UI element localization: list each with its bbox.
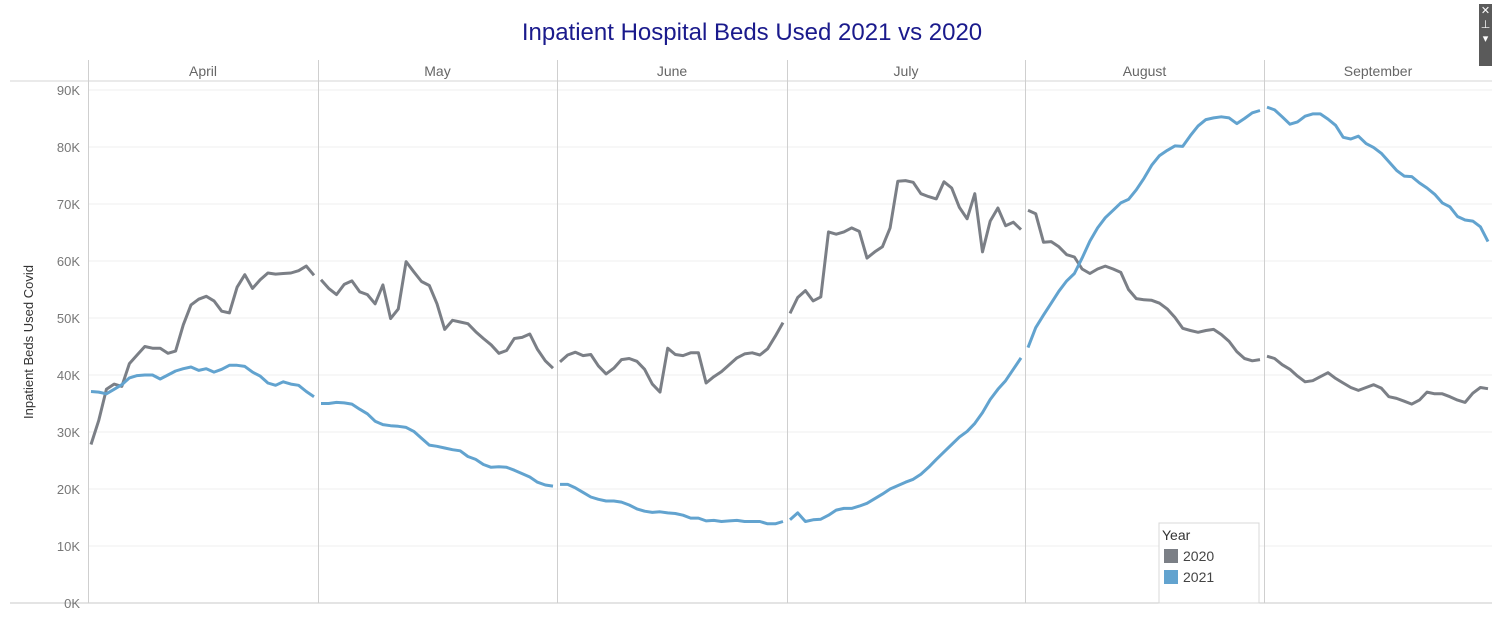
pin-icon[interactable]: ⊥ bbox=[1480, 18, 1491, 31]
y-tick-label: 40K bbox=[57, 368, 80, 383]
legend-swatch-2020 bbox=[1164, 549, 1178, 563]
month-label: August bbox=[1123, 63, 1167, 79]
y-tick-label: 10K bbox=[57, 539, 80, 554]
series-line-2020 bbox=[1027, 208, 1261, 363]
series-line-2021 bbox=[560, 482, 784, 526]
month-label: June bbox=[657, 63, 688, 79]
y-tick-label: 20K bbox=[57, 482, 80, 497]
month-label: May bbox=[424, 63, 450, 79]
series-line-2021 bbox=[1026, 109, 1261, 349]
month-label: April bbox=[189, 63, 217, 79]
y-tick-label: 0K bbox=[64, 596, 80, 611]
series-line-2020 bbox=[319, 260, 555, 370]
close-icon[interactable]: ✕ bbox=[1480, 4, 1491, 17]
series-line-2021 bbox=[788, 357, 1023, 523]
month-label: July bbox=[894, 63, 919, 79]
month-label: September bbox=[1344, 63, 1413, 79]
toolbar-toggle-widget[interactable]: ✕ ⊥ ▾ bbox=[1479, 4, 1492, 66]
series-line-2020 bbox=[788, 179, 1023, 315]
y-tick-label: 90K bbox=[57, 83, 80, 98]
y-tick-label: 30K bbox=[57, 425, 80, 440]
y-tick-label: 80K bbox=[57, 140, 80, 155]
legend-title: Year bbox=[1162, 527, 1191, 543]
y-tick-label: 50K bbox=[57, 311, 80, 326]
series-line-2021 bbox=[321, 400, 554, 488]
series-lines bbox=[89, 105, 1490, 526]
y-tick-label: 70K bbox=[57, 197, 80, 212]
series-line-2020 bbox=[89, 264, 316, 445]
series-line-2020 bbox=[558, 321, 785, 394]
month-panels: April May June July August September bbox=[10, 60, 1492, 604]
dropdown-arrow-icon[interactable]: ▾ bbox=[1482, 32, 1489, 45]
legend-swatch-2021 bbox=[1164, 570, 1178, 584]
gridlines bbox=[88, 89, 1492, 547]
series-line-2021 bbox=[90, 363, 315, 398]
series-line-2020 bbox=[1266, 354, 1489, 406]
series-line-2021 bbox=[1266, 105, 1490, 243]
y-tick-label: 60K bbox=[57, 254, 80, 269]
chart-title: Inpatient Hospital Beds Used 2021 vs 202… bbox=[522, 19, 982, 46]
y-axis-ticks: 0K 10K 20K 30K 40K 50K 60K 70K 80K 90K bbox=[57, 83, 80, 611]
legend: Year 2020 2021 bbox=[1158, 522, 1260, 604]
legend-label-2020: 2020 bbox=[1183, 548, 1214, 564]
y-axis-label: Inpatient Beds Used Covid bbox=[21, 265, 36, 419]
legend-label-2021: 2021 bbox=[1183, 569, 1214, 585]
